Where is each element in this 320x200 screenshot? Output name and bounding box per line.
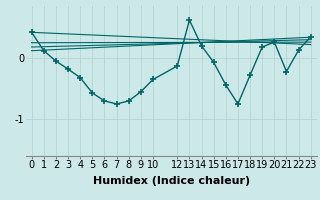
X-axis label: Humidex (Indice chaleur): Humidex (Indice chaleur) [92, 176, 250, 186]
